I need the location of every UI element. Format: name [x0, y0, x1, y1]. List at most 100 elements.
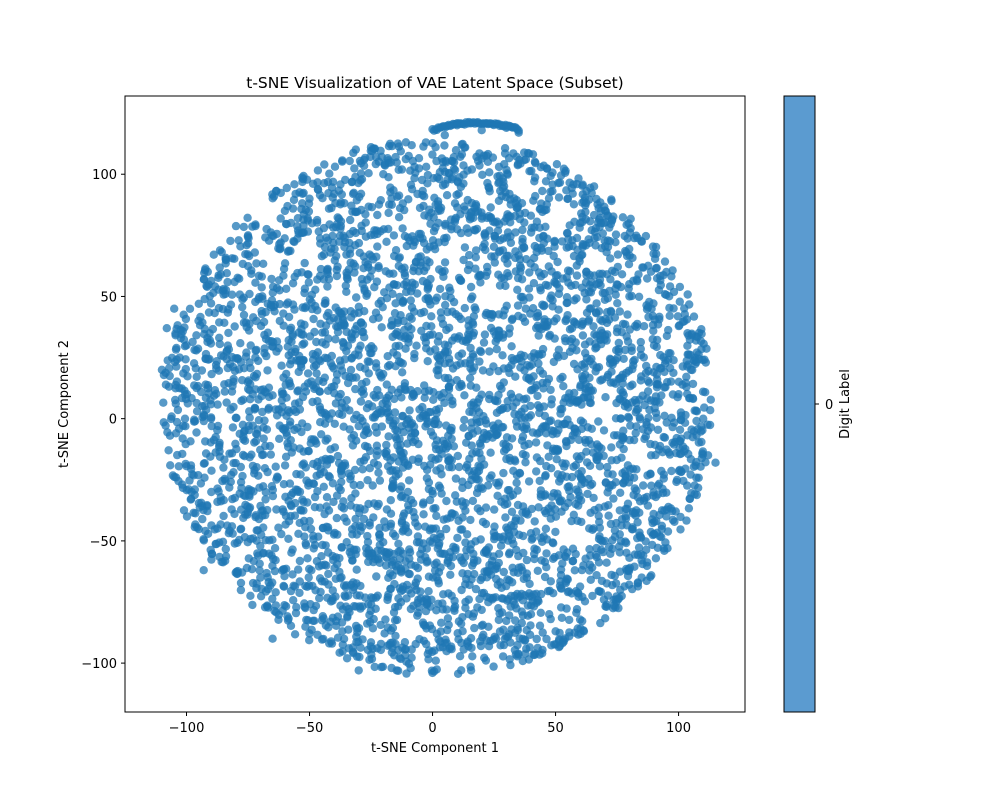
scatter-point: [300, 599, 309, 608]
scatter-point: [309, 605, 318, 615]
scatter-point: [333, 633, 343, 642]
scatter-point: [505, 655, 514, 664]
scatter-point: [494, 615, 503, 625]
scatter-point: [345, 425, 354, 434]
scatter-point: [670, 517, 679, 526]
scatter-point: [305, 332, 315, 341]
scatter-point: [434, 218, 443, 228]
scatter-point: [523, 148, 533, 158]
scatter-point: [509, 527, 519, 537]
scatter-point: [404, 334, 413, 343]
scatter-point: [328, 177, 338, 186]
scatter-point: [402, 669, 411, 678]
scatter-point: [290, 237, 299, 247]
scatter-point: [320, 299, 329, 308]
scatter-point: [194, 299, 203, 308]
scatter-point: [404, 151, 413, 161]
colorbar: [783, 95, 816, 713]
scatter-point: [568, 556, 578, 566]
scatter-point: [317, 561, 326, 570]
scatter-point: [177, 393, 187, 403]
scatter-point: [240, 452, 249, 461]
scatter-point: [405, 569, 414, 579]
scatter-point: [607, 443, 616, 452]
scatter-point: [685, 300, 694, 309]
scatter-point: [357, 318, 366, 327]
scatter-point: [264, 403, 274, 413]
scatter-point: [397, 568, 406, 577]
scatter-point: [255, 566, 264, 575]
scatter-point: [518, 432, 528, 441]
scatter-point: [192, 372, 201, 381]
scatter-point: [256, 501, 265, 511]
scatter-point: [333, 451, 343, 461]
scatter-point: [236, 478, 246, 487]
scatter-point: [352, 591, 361, 600]
scatter-point: [215, 339, 224, 349]
scatter-point: [440, 237, 449, 247]
scatter-point: [338, 156, 347, 165]
scatter-point: [295, 556, 305, 566]
scatter-point: [201, 380, 210, 389]
scatter-point: [640, 434, 649, 444]
scatter-point: [212, 389, 221, 398]
scatter-point: [415, 538, 424, 547]
scatter-point: [287, 356, 296, 365]
scatter-point: [399, 512, 408, 521]
scatter-point: [286, 621, 296, 630]
scatter-point: [646, 451, 656, 460]
scatter-point: [400, 205, 409, 215]
scatter-point: [252, 583, 261, 593]
scatter-point: [324, 274, 334, 284]
scatter-point: [483, 149, 493, 159]
scatter-point: [477, 214, 486, 223]
scatter-point: [494, 558, 503, 568]
scatter-point: [465, 374, 475, 383]
scatter-point: [295, 588, 304, 598]
scatter-point: [512, 545, 521, 555]
scatter-point: [428, 489, 437, 498]
scatter-point: [428, 538, 437, 547]
scatter-point: [487, 471, 496, 480]
scatter-point: [451, 146, 461, 155]
scatter-point: [584, 317, 593, 326]
scatter-point: [288, 545, 297, 554]
scatter-point: [462, 438, 471, 447]
scatter-point: [341, 592, 350, 601]
scatter-point: [322, 267, 332, 276]
scatter-point: [373, 591, 382, 600]
scatter-point: [599, 426, 609, 435]
scatter-point: [532, 323, 541, 333]
scatter-point: [422, 474, 432, 483]
scatter-point: [256, 541, 265, 551]
scatter-point: [245, 251, 254, 261]
scatter-point: [563, 266, 573, 275]
scatter-point: [699, 414, 708, 423]
scatter-point: [221, 259, 230, 268]
scatter-point: [598, 317, 607, 326]
scatter-point: [565, 628, 574, 637]
scatter-point: [616, 488, 625, 497]
scatter-point: [322, 522, 331, 531]
scatter-point: [558, 372, 567, 382]
scatter-point: [230, 254, 239, 263]
scatter-point: [298, 460, 307, 469]
scatter-point: [215, 318, 224, 327]
scatter-point: [430, 193, 439, 202]
scatter-point: [454, 635, 463, 644]
scatter-point: [545, 330, 555, 340]
scatter-point: [635, 528, 644, 537]
scatter-point: [701, 458, 710, 467]
scatter-point: [239, 310, 249, 320]
scatter-point: [657, 391, 666, 400]
scatter-point: [418, 276, 428, 286]
scatter-point: [159, 398, 168, 407]
scatter-point: [466, 282, 476, 292]
scatter-point: [351, 602, 361, 611]
scatter-point: [344, 644, 354, 653]
scatter-point: [467, 165, 477, 174]
scatter-point: [706, 395, 715, 404]
scatter-point: [396, 147, 405, 156]
scatter-point: [198, 514, 207, 524]
scatter-point: [307, 566, 316, 575]
